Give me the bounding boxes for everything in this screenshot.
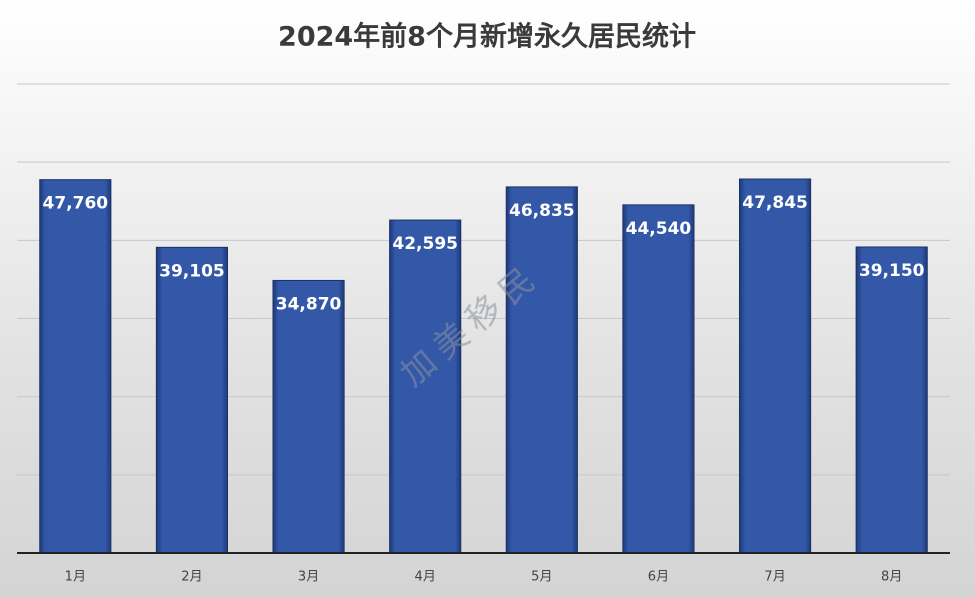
x-tick-label: 7月 [764,570,785,585]
x-tick-label: 5月 [531,570,552,585]
value-label: 47,845 [742,193,808,213]
bar [855,246,928,554]
value-label: 39,150 [859,261,925,281]
bar [272,279,345,554]
value-label: 46,835 [509,201,575,221]
bar [39,179,112,554]
value-label: 39,105 [159,261,225,281]
x-tick-label: 4月 [415,570,436,585]
bar [505,186,578,554]
bar [389,219,462,554]
value-label: 34,870 [276,294,342,314]
x-tick-label: 6月 [648,570,669,585]
x-tick-label: 2月 [181,570,202,585]
value-label: 44,540 [626,219,692,239]
chart-title: 2024年前8个月新增永久居民统计 [278,21,696,53]
x-tick-label: 1月 [65,570,86,585]
x-tick-label: 3月 [298,570,319,585]
value-label: 47,760 [43,194,109,214]
bar [622,204,695,554]
bar [155,246,229,554]
bar [738,178,812,554]
value-label: 42,595 [392,234,458,254]
x-tick-label: 8月 [881,570,902,585]
